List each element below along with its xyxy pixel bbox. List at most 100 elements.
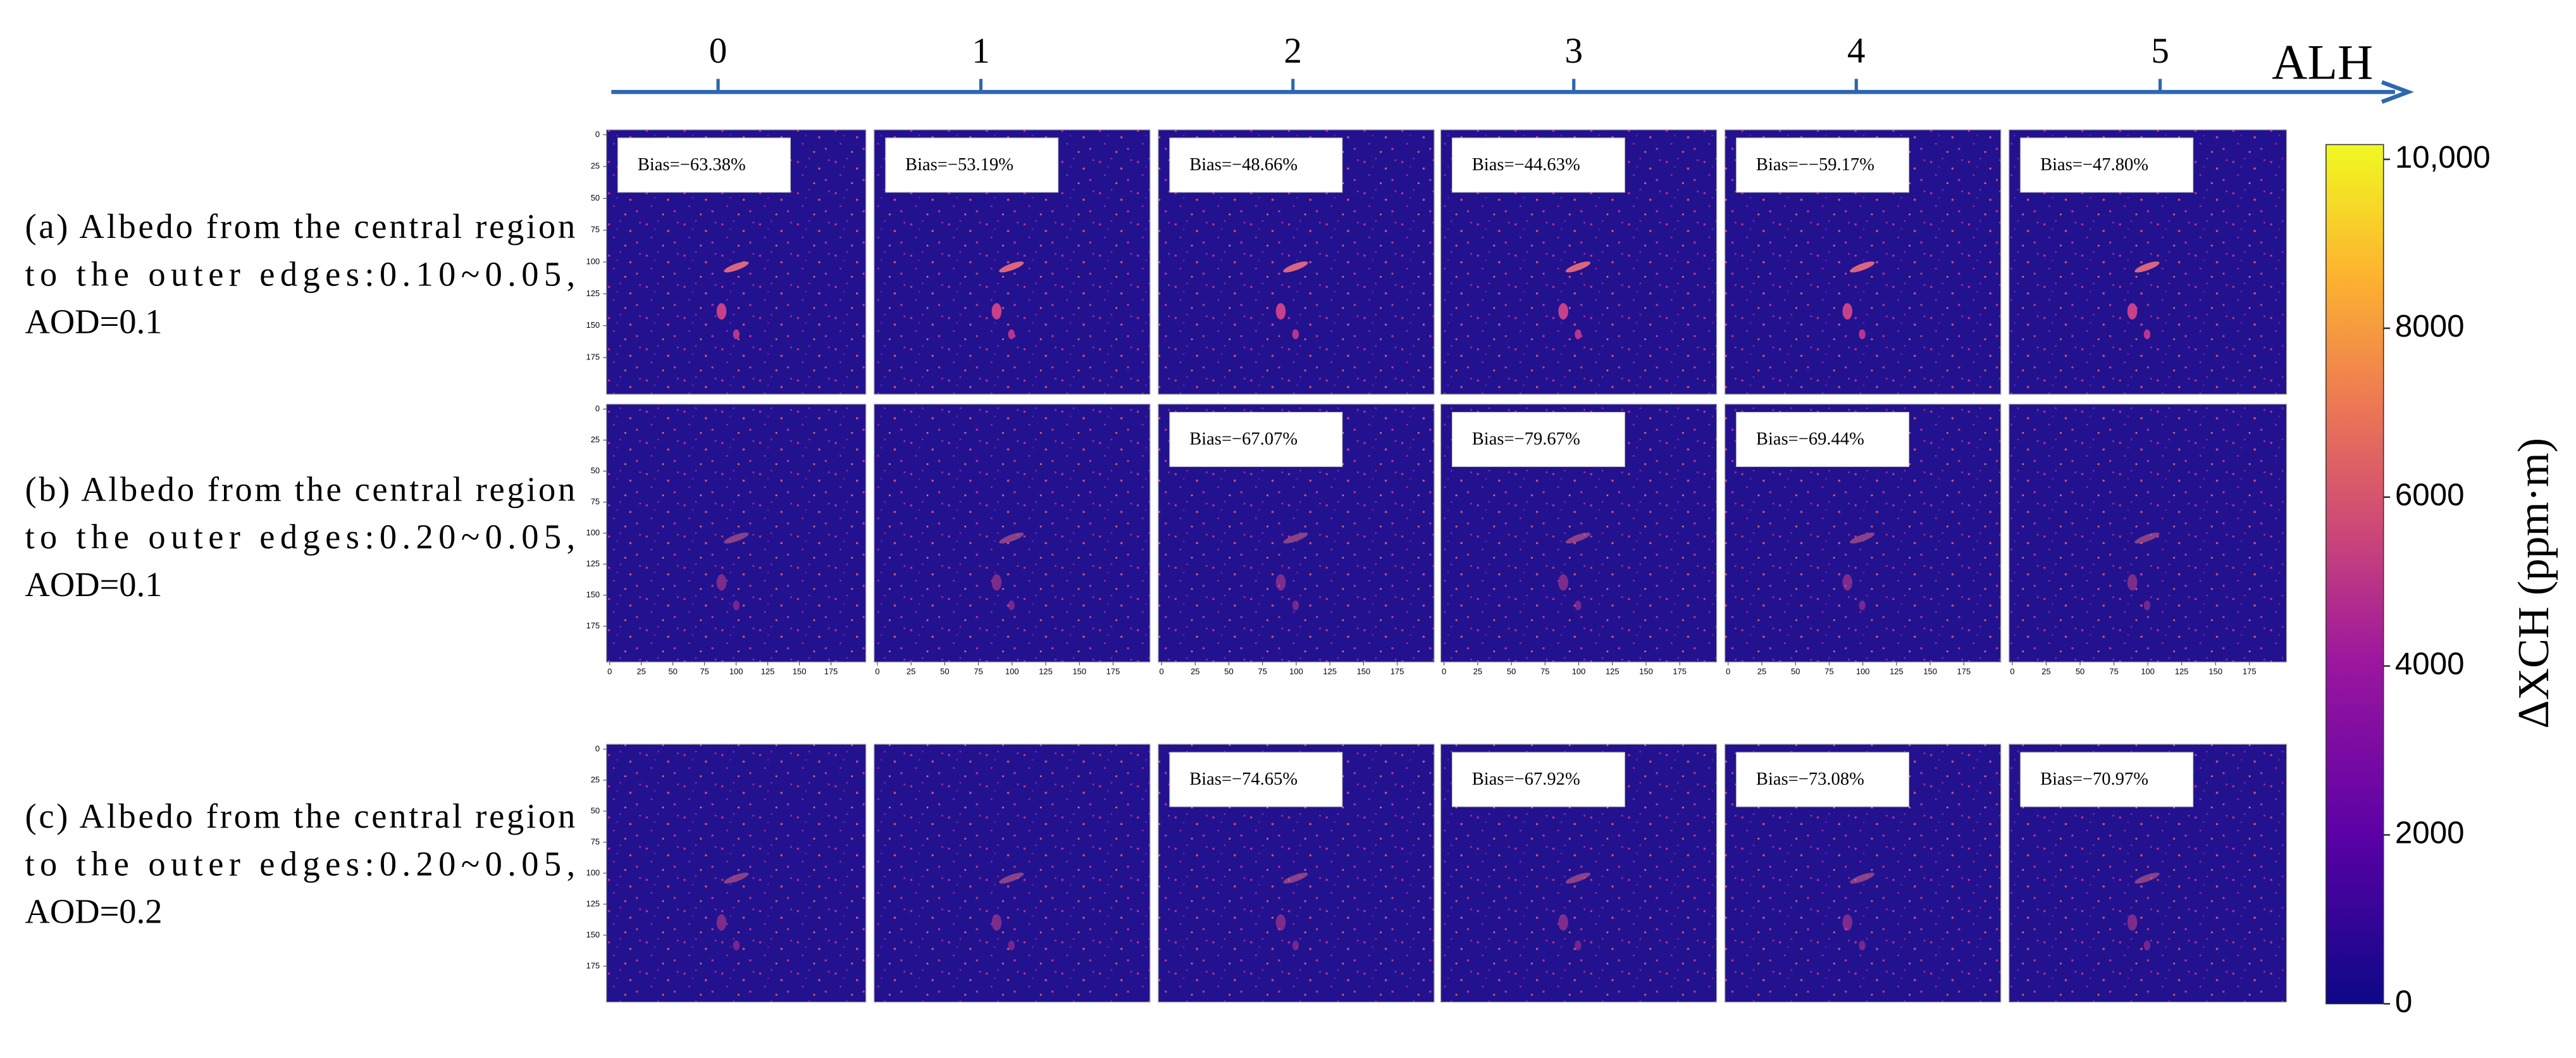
plume bbox=[1275, 303, 1286, 320]
colorbar-tick-label: 4000 bbox=[2395, 647, 2465, 681]
panel-y-tick-label: 25 bbox=[591, 775, 600, 784]
alh-axis-label: ALH bbox=[2272, 35, 2373, 89]
plume bbox=[2143, 940, 2151, 950]
plume bbox=[1008, 600, 1015, 611]
alh-tick-label: 0 bbox=[709, 31, 728, 71]
plume bbox=[1565, 532, 1591, 544]
bias-box bbox=[1169, 137, 1343, 193]
bias-box bbox=[1736, 752, 1910, 807]
bias-box bbox=[617, 137, 791, 193]
heatmap-panel bbox=[2009, 404, 2288, 663]
panel-x-tick-label: 25 bbox=[1191, 666, 1199, 676]
row-label: AOD=0.1 bbox=[25, 565, 162, 604]
panel-x-tick-label: 0 bbox=[2010, 666, 2014, 676]
panel-x-tick-label: 100 bbox=[1856, 666, 1870, 676]
panel-x-tick-label: 25 bbox=[907, 666, 915, 676]
bias-label: Bias=−48.66% bbox=[1189, 155, 1297, 175]
plume bbox=[1575, 940, 1582, 950]
panel-x-tick-label: 75 bbox=[1824, 666, 1833, 676]
panel-x-tick-label: 100 bbox=[729, 666, 743, 676]
plume bbox=[2143, 600, 2151, 611]
alh-tick-label: 2 bbox=[1284, 31, 1303, 71]
panel-y-tick-label: 0 bbox=[595, 744, 600, 753]
plume bbox=[2134, 532, 2160, 544]
heatmap-panel bbox=[874, 744, 1151, 1003]
panel-y-tick-label: 0 bbox=[595, 404, 600, 413]
panel-x-tick-label: 125 bbox=[1890, 666, 1904, 676]
panel-x-tick-label: 150 bbox=[1357, 666, 1371, 676]
panel-y-tick-label: 75 bbox=[591, 497, 600, 506]
panel-x-tick-label: 75 bbox=[700, 666, 709, 676]
heatmap-panel bbox=[605, 404, 867, 663]
panel-x-tick-label: 125 bbox=[1323, 666, 1337, 676]
bias-box bbox=[1736, 412, 1910, 467]
bias-label: Bias=−63.38% bbox=[638, 155, 746, 175]
plume bbox=[733, 940, 740, 950]
plume bbox=[1859, 329, 1866, 340]
plume bbox=[1850, 261, 1875, 273]
plume bbox=[2127, 303, 2138, 320]
plume bbox=[1842, 914, 1853, 931]
plume bbox=[1850, 873, 1875, 884]
panel-y-tick-label: 175 bbox=[586, 961, 600, 970]
panel-y-tick-label: 25 bbox=[591, 435, 600, 444]
panel-x-tick-label: 50 bbox=[1507, 666, 1516, 676]
colorbar-tick-label: 8000 bbox=[2395, 309, 2465, 344]
plume bbox=[1283, 532, 1308, 544]
plume bbox=[716, 303, 727, 320]
panel-y-tick-label: 100 bbox=[586, 528, 600, 537]
heatmap-panel bbox=[874, 404, 1151, 663]
alh-tick-label: 1 bbox=[972, 31, 990, 71]
row-label: (a) Albedo from the central region bbox=[25, 207, 575, 246]
bias-box bbox=[1451, 752, 1625, 807]
panel-y-tick-label: 100 bbox=[586, 257, 600, 266]
panel-x-tick-label: 75 bbox=[1258, 666, 1267, 676]
panel-y-tick-label: 175 bbox=[586, 621, 600, 630]
plume bbox=[2134, 873, 2160, 884]
colorbar-tick-label: 2000 bbox=[2395, 815, 2465, 850]
panel-x-tick-label: 125 bbox=[2175, 666, 2189, 676]
bias-label: Bias=−44.63% bbox=[1472, 155, 1580, 175]
plume bbox=[716, 574, 727, 591]
plume bbox=[1558, 303, 1568, 320]
panel-x-tick-label: 25 bbox=[1473, 666, 1482, 676]
bias-box bbox=[2020, 752, 2194, 807]
panel-x-tick-label: 50 bbox=[668, 666, 677, 676]
panel-y-tick-label: 125 bbox=[586, 559, 600, 568]
plume bbox=[1275, 914, 1286, 931]
plume bbox=[2143, 329, 2151, 340]
panel-x-tick-label: 175 bbox=[2243, 666, 2257, 676]
panel-x-tick-label: 0 bbox=[607, 666, 612, 676]
row-label: (c) Albedo from the central region bbox=[25, 797, 575, 835]
panel-x-tick-label: 175 bbox=[1390, 666, 1404, 676]
row-label: AOD=0.2 bbox=[25, 892, 162, 931]
bias-label: Bias=−74.65% bbox=[1189, 769, 1297, 789]
bias-box bbox=[1169, 412, 1343, 467]
panel-y-tick-label: 125 bbox=[586, 289, 600, 298]
row-label: (b) Albedo from the central region bbox=[25, 470, 575, 508]
colorbar bbox=[2325, 144, 2384, 1005]
plume bbox=[1292, 600, 1299, 611]
panel-x-tick-label: 150 bbox=[1923, 666, 1937, 676]
panel-y-tick-label: 175 bbox=[586, 352, 600, 361]
panel-y-tick-label: 25 bbox=[591, 161, 600, 171]
plume bbox=[1292, 940, 1299, 950]
plume bbox=[1008, 940, 1015, 950]
panel-x-tick-label: 150 bbox=[2208, 666, 2222, 676]
panel-x-tick-label: 100 bbox=[1289, 666, 1303, 676]
alh-axis-arrow bbox=[2381, 80, 2414, 104]
panel-x-tick-label: 25 bbox=[1757, 666, 1766, 676]
plume bbox=[991, 303, 1002, 320]
alh-tick-label: 4 bbox=[1847, 31, 1866, 71]
plume bbox=[1575, 600, 1582, 611]
plume bbox=[1008, 329, 1015, 340]
plume bbox=[1558, 574, 1568, 591]
panel-x-tick-label: 100 bbox=[2141, 666, 2155, 676]
plume bbox=[716, 914, 727, 931]
alh-tick-label: 3 bbox=[1564, 31, 1583, 71]
plume bbox=[999, 873, 1024, 884]
plume bbox=[1565, 261, 1591, 273]
bias-box bbox=[1169, 752, 1343, 807]
panel-x-tick-label: 0 bbox=[875, 666, 879, 676]
